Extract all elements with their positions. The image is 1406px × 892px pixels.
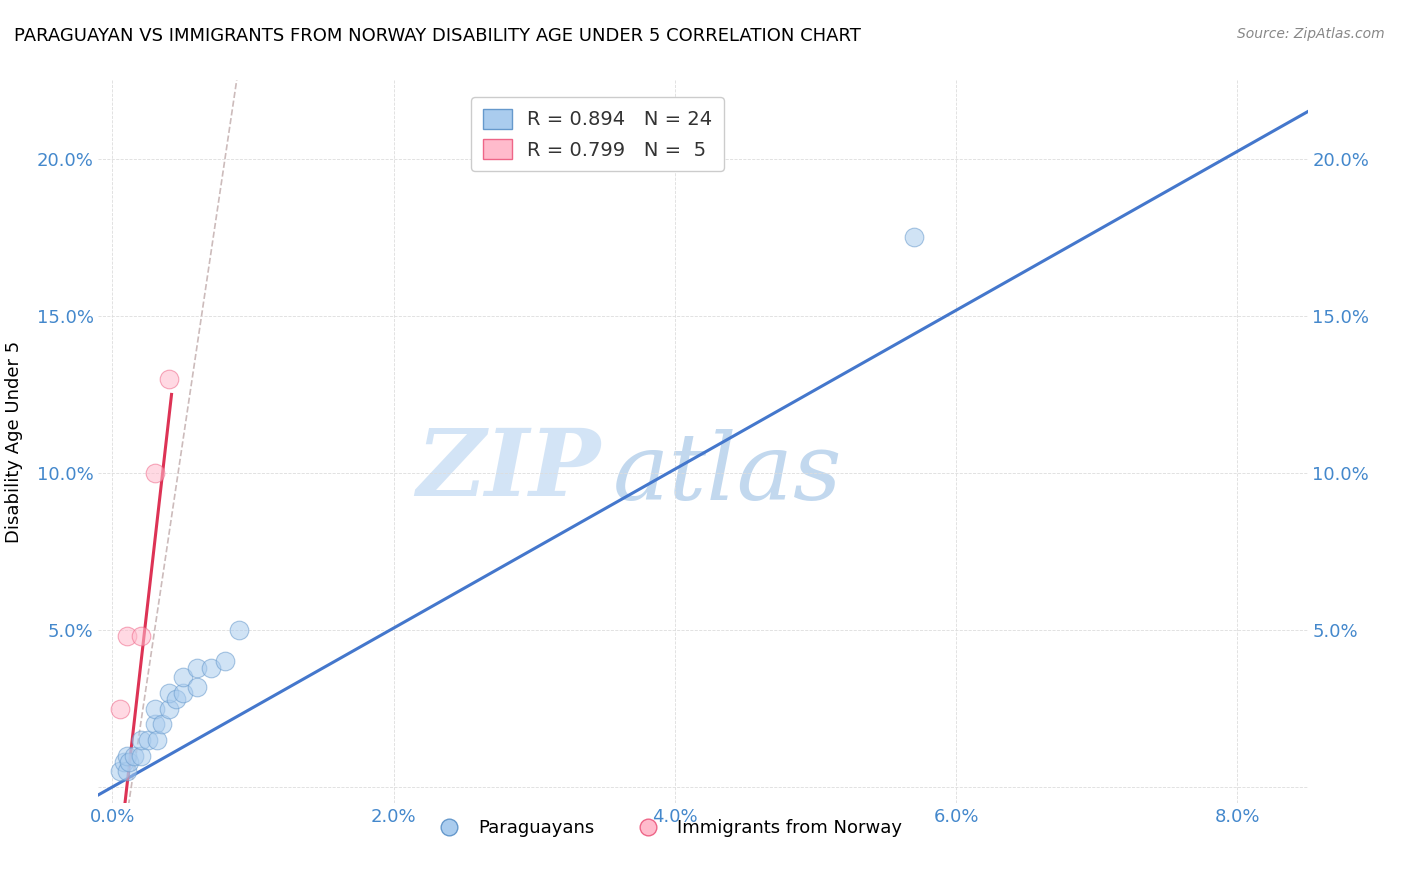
Point xyxy=(200,661,222,675)
Point xyxy=(129,748,152,763)
Point xyxy=(129,733,152,747)
Text: PARAGUAYAN VS IMMIGRANTS FROM NORWAY DISABILITY AGE UNDER 5 CORRELATION CHART: PARAGUAYAN VS IMMIGRANTS FROM NORWAY DIS… xyxy=(14,27,860,45)
Text: ZIP: ZIP xyxy=(416,425,600,516)
Point xyxy=(165,692,187,706)
Point xyxy=(115,748,138,763)
Legend: Paraguayans, Immigrants from Norway: Paraguayans, Immigrants from Norway xyxy=(423,812,910,845)
Point xyxy=(172,670,194,684)
Point xyxy=(115,629,138,643)
Point xyxy=(108,764,131,779)
Point xyxy=(228,623,250,637)
Point xyxy=(172,686,194,700)
Point xyxy=(214,655,236,669)
Point xyxy=(146,733,169,747)
Point xyxy=(157,372,180,386)
Text: Source: ZipAtlas.com: Source: ZipAtlas.com xyxy=(1237,27,1385,41)
Point xyxy=(108,701,131,715)
Point xyxy=(143,466,166,480)
Y-axis label: Disability Age Under 5: Disability Age Under 5 xyxy=(4,341,22,542)
Point xyxy=(186,661,208,675)
Point xyxy=(903,230,925,244)
Point xyxy=(136,733,159,747)
Point xyxy=(122,748,145,763)
Point xyxy=(143,717,166,731)
Text: atlas: atlas xyxy=(613,429,842,519)
Point xyxy=(157,686,180,700)
Point xyxy=(112,755,135,769)
Point xyxy=(118,755,141,769)
Point xyxy=(150,717,173,731)
Point xyxy=(157,701,180,715)
Point xyxy=(186,680,208,694)
Point xyxy=(143,701,166,715)
Point xyxy=(115,764,138,779)
Point xyxy=(129,629,152,643)
